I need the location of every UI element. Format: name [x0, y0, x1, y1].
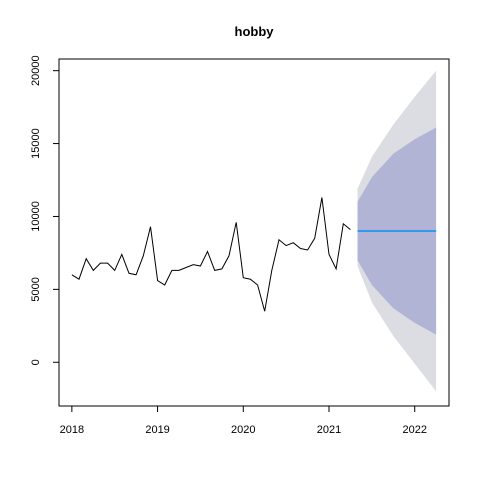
- x-tick-label: 2021: [317, 424, 341, 436]
- y-tick-label: 5000: [30, 277, 42, 301]
- x-tick-label: 2022: [402, 424, 426, 436]
- y-tick-label: 10000: [30, 201, 42, 232]
- y-tick-label: 15000: [30, 128, 42, 159]
- x-tick-label: 2018: [60, 424, 84, 436]
- x-tick-label: 2020: [231, 424, 255, 436]
- x-tick-label: 2019: [145, 424, 169, 436]
- y-tick-label: 20000: [30, 55, 42, 86]
- y-tick-label: 0: [30, 359, 42, 365]
- chart-title: hobby: [235, 24, 275, 39]
